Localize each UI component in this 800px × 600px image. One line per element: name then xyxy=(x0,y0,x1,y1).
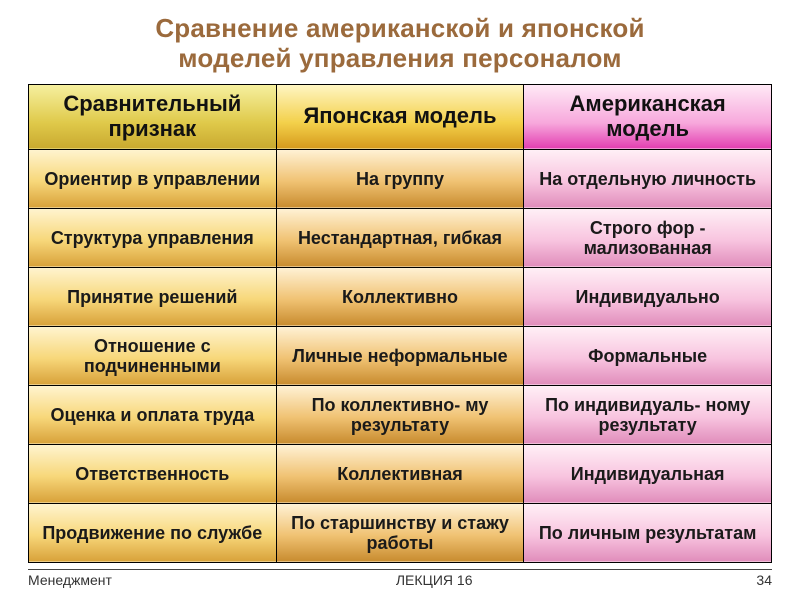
attr-cell: Оценка и оплата труда xyxy=(29,385,277,444)
jp-cell: По коллективно- му результату xyxy=(276,385,524,444)
comparison-table: Сравнительный признак Японская модель Ам… xyxy=(28,84,772,563)
footer-center: ЛЕКЦИЯ 16 xyxy=(396,572,473,588)
jp-cell: На группу xyxy=(276,149,524,208)
attr-cell: Ответственность xyxy=(29,444,277,503)
us-cell: На отдельную личность xyxy=(524,149,772,208)
header-japanese: Японская модель xyxy=(276,84,524,149)
header-american: Американская модель xyxy=(524,84,772,149)
header-row: Сравнительный признак Японская модель Ам… xyxy=(29,84,772,149)
footer-left: Менеджмент xyxy=(28,572,112,588)
header-attribute: Сравнительный признак xyxy=(29,84,277,149)
jp-cell: Коллективная xyxy=(276,444,524,503)
title-line-2: моделей управления персоналом xyxy=(178,43,621,73)
slide-footer: Менеджмент ЛЕКЦИЯ 16 34 xyxy=(28,569,772,588)
table-row: Структура управления Нестандартная, гибк… xyxy=(29,208,772,267)
table-row: Продвижение по службе По старшинству и с… xyxy=(29,503,772,562)
table-row: Принятие решений Коллективно Индивидуаль… xyxy=(29,267,772,326)
slide: Сравнение американской и японской моделе… xyxy=(0,0,800,600)
jp-cell: Коллективно xyxy=(276,267,524,326)
us-cell: По индивидуаль- ному результату xyxy=(524,385,772,444)
table-row: Отношение с подчиненными Личные неформал… xyxy=(29,326,772,385)
footer-row: Менеджмент ЛЕКЦИЯ 16 34 xyxy=(28,572,772,588)
slide-title: Сравнение американской и японской моделе… xyxy=(28,14,772,74)
attr-cell: Отношение с подчиненными xyxy=(29,326,277,385)
us-cell: Строго фор - мализованная xyxy=(524,208,772,267)
attr-cell: Принятие решений xyxy=(29,267,277,326)
jp-cell: По старшинству и стажу работы xyxy=(276,503,524,562)
table-row: Ответственность Коллективная Индивидуаль… xyxy=(29,444,772,503)
us-cell: По личным результатам xyxy=(524,503,772,562)
attr-cell: Ориентир в управлении xyxy=(29,149,277,208)
us-cell: Индивидуальная xyxy=(524,444,772,503)
attr-cell: Структура управления xyxy=(29,208,277,267)
jp-cell: Личные неформальные xyxy=(276,326,524,385)
title-line-1: Сравнение американской и японской xyxy=(155,13,644,43)
jp-cell: Нестандартная, гибкая xyxy=(276,208,524,267)
table-row: Ориентир в управлении На группу На отдел… xyxy=(29,149,772,208)
table-row: Оценка и оплата труда По коллективно- му… xyxy=(29,385,772,444)
us-cell: Формальные xyxy=(524,326,772,385)
footer-right: 34 xyxy=(756,572,772,588)
us-cell: Индивидуально xyxy=(524,267,772,326)
attr-cell: Продвижение по службе xyxy=(29,503,277,562)
